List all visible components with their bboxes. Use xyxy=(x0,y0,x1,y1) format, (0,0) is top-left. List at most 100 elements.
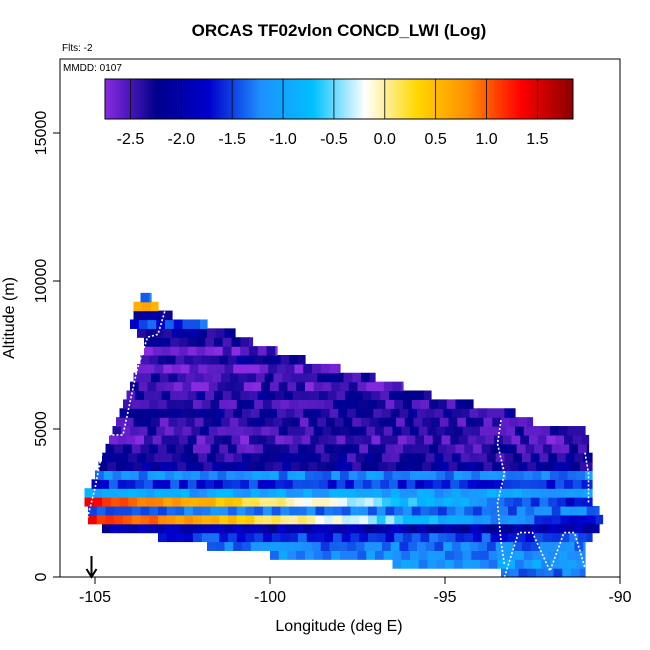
heatmap-cell xyxy=(284,479,294,489)
heatmap-cell xyxy=(224,408,234,418)
heatmap-cell xyxy=(242,408,252,418)
heatmap-cell xyxy=(373,541,383,551)
heatmap-cell xyxy=(282,461,292,472)
heatmap-cell xyxy=(464,514,474,525)
heatmap-cell xyxy=(446,443,457,454)
heatmap-cell xyxy=(357,550,367,560)
heatmap-cell xyxy=(145,488,156,498)
heatmap-cell xyxy=(142,301,152,312)
heatmap-cell xyxy=(170,390,180,400)
heatmap-cell xyxy=(326,372,336,383)
heatmap-cell xyxy=(453,559,464,569)
heatmap-cell xyxy=(383,381,394,392)
colorbar-tick-label: 1.5 xyxy=(526,131,548,148)
heatmap-cell xyxy=(135,479,145,489)
heatmap-cell xyxy=(273,372,283,383)
heatmap-cell xyxy=(336,390,346,400)
heatmap-cell xyxy=(326,461,336,472)
heatmap-cell xyxy=(194,417,205,427)
heatmap-cell xyxy=(478,497,488,507)
heatmap-cell xyxy=(417,541,427,551)
heatmap-cell xyxy=(196,434,206,445)
heatmap-cell xyxy=(348,550,359,560)
heatmap-cell xyxy=(212,417,222,427)
heatmap-cell xyxy=(264,461,275,472)
heatmap-cell xyxy=(236,443,247,454)
heatmap-cell xyxy=(341,443,352,454)
heatmap-cell xyxy=(497,550,507,560)
heatmap-cell xyxy=(163,523,173,534)
heatmap-cell xyxy=(408,541,418,551)
heatmap-cell xyxy=(347,408,357,418)
heatmap-cell xyxy=(576,559,586,569)
heatmap-cell xyxy=(504,488,514,498)
heatmap-cell xyxy=(541,470,551,480)
heatmap-cell xyxy=(287,470,297,480)
heatmap-cell xyxy=(282,417,292,427)
heatmap-cell xyxy=(488,550,499,560)
heatmap-cell xyxy=(250,408,261,418)
heatmap-cell xyxy=(406,434,416,445)
heatmap-cell xyxy=(530,497,541,507)
heatmap-cell xyxy=(366,550,376,560)
colorbar-tick-label: -0.5 xyxy=(320,131,348,148)
heatmap-cell xyxy=(186,417,196,427)
heatmap-cell xyxy=(357,426,367,436)
y-tick-label: 10000 xyxy=(33,259,50,304)
heatmap-cell xyxy=(329,363,339,374)
heatmap-cell xyxy=(478,452,488,463)
heatmap-cell xyxy=(345,479,355,489)
heatmap-cell xyxy=(375,426,385,436)
heatmap-cell xyxy=(175,443,185,454)
heatmap-cell xyxy=(224,452,234,463)
heatmap-cell xyxy=(473,443,483,454)
heatmap-cell xyxy=(548,541,558,551)
heatmap-cell xyxy=(194,372,205,383)
heatmap-cell xyxy=(497,470,507,480)
heatmap-cell xyxy=(389,390,399,400)
heatmap-cell xyxy=(138,470,149,480)
heatmap-cell xyxy=(207,408,217,418)
heatmap-cell xyxy=(154,363,164,374)
heatmap-cell xyxy=(166,532,177,543)
heatmap-cell xyxy=(502,434,513,445)
heatmap-cell xyxy=(382,523,392,534)
heatmap-cell xyxy=(236,505,247,516)
heatmap-cell xyxy=(112,426,122,436)
heatmap-cell xyxy=(390,523,401,534)
heatmap-cell xyxy=(560,505,570,516)
heatmap-cell xyxy=(530,523,541,534)
heatmap-cell xyxy=(385,399,395,409)
heatmap-cell xyxy=(417,408,427,418)
heatmap-cell xyxy=(306,505,317,516)
heatmap-cell xyxy=(406,479,416,489)
heatmap-cell xyxy=(158,443,168,454)
heatmap-cell xyxy=(334,372,345,383)
heatmap-cell xyxy=(320,408,331,418)
heatmap-cell xyxy=(98,461,108,472)
heatmap-cell xyxy=(345,390,355,400)
heatmap-cell xyxy=(163,497,173,507)
heatmap-cell xyxy=(340,426,350,436)
heatmap-cell xyxy=(163,328,173,338)
heatmap-cell xyxy=(380,479,390,489)
heatmap-cell xyxy=(193,532,203,543)
heatmap-cell xyxy=(88,505,98,516)
heatmap-cell xyxy=(296,550,306,560)
heatmap-cell xyxy=(257,390,268,400)
heatmap-cell xyxy=(474,461,485,472)
heatmap-cell xyxy=(364,452,374,463)
heatmap-cell xyxy=(175,399,185,409)
heatmap-cell xyxy=(513,541,523,551)
heatmap-cell xyxy=(537,479,548,489)
heatmap-cell xyxy=(310,434,320,445)
heatmap-cell xyxy=(179,337,189,347)
heatmap-cell xyxy=(240,346,250,356)
flights-note: Flts: -2 xyxy=(62,43,93,54)
heatmap-cell xyxy=(236,399,247,409)
heatmap-cell xyxy=(590,479,593,489)
heatmap-cell xyxy=(140,292,150,303)
heatmap-cell xyxy=(480,559,490,569)
heatmap-cell xyxy=(431,417,441,427)
heatmap-cell xyxy=(390,408,401,418)
